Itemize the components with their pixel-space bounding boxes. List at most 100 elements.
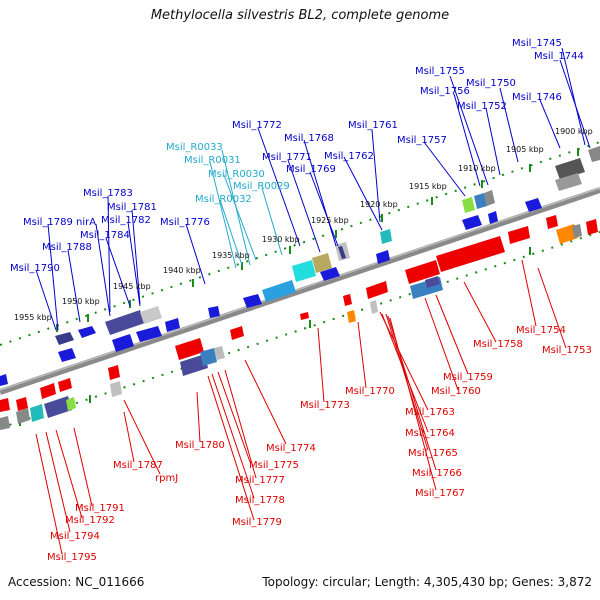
gene-arrow: [572, 224, 582, 238]
gene-arrow: [292, 260, 316, 282]
gene-arrow: [405, 260, 440, 284]
gene-arrow: [474, 193, 487, 209]
gene-label: Msil_1784: [80, 230, 130, 241]
gene-arrow: [0, 398, 10, 412]
gene-arrow: [230, 326, 244, 340]
gene-arrow: [312, 253, 332, 273]
gene-label: Msil_1754: [516, 325, 566, 336]
gene-label: Msil_1755: [415, 66, 465, 77]
gene-label: Msil_1771: [262, 152, 312, 163]
gene-arrow: [462, 197, 475, 213]
gene-arrow: [108, 365, 120, 380]
gene-arrow: [0, 416, 10, 430]
scale-label: 1905 kbp: [506, 145, 544, 154]
gene-label: Msil_1778: [235, 495, 285, 506]
gene-arrow: [58, 378, 72, 392]
gene-label: Msil_1750: [466, 78, 516, 89]
gene-label: Msil_R0032: [195, 194, 252, 205]
gene-label: Msil_1782: [101, 215, 151, 226]
gene-label: Msil_1752: [457, 101, 507, 112]
gene-label: Msil_1788: [42, 242, 92, 253]
gene-arrow: [586, 219, 598, 235]
gene-label: Msil_R0033: [166, 142, 223, 153]
gene-arrow: [40, 383, 56, 399]
gene-arrow: [347, 310, 356, 323]
gene-label: Msil_1762: [324, 151, 374, 162]
gene-label: Msil_1790: [10, 263, 60, 274]
gene-arrow: [55, 332, 74, 345]
gene-label: Msil_1773: [300, 400, 350, 411]
gene-arrow: [425, 276, 440, 288]
scale-label: 1955 kbp: [14, 313, 52, 322]
gene-label: Msil_1745: [512, 38, 562, 49]
gene-arrow: [44, 396, 72, 418]
gene-arrow: [16, 408, 30, 424]
gene-arrow: [66, 397, 76, 411]
gene-arrow: [343, 294, 352, 306]
gene-arrow: [175, 338, 204, 360]
scale-label: 1900 kbp: [555, 127, 593, 136]
gene-label: Msil_R0030: [208, 169, 265, 180]
gene-label: Msil_1753: [542, 345, 592, 356]
gene-label: Msil_1772: [232, 120, 282, 131]
forward-genes: [0, 146, 600, 386]
gene-label: Msil_1766: [412, 468, 462, 479]
gene-label: Msil_1768: [284, 133, 334, 144]
scale-label: 1925 kbp: [311, 216, 349, 225]
gene-arrow: [588, 146, 600, 162]
gene-arrow: [200, 348, 217, 366]
gene-label: Msil_1774: [266, 443, 316, 454]
gene-label: Msil_1767: [415, 488, 465, 499]
gene-arrow: [78, 326, 96, 338]
gene-label: Msil_1765: [408, 448, 458, 459]
reverse-gene-labels: Msil_1754 Msil_1758 Msil_1753 Msil_1759 …: [47, 325, 592, 563]
gene-arrow: [555, 158, 585, 180]
gene-label: Msil_1775: [249, 460, 299, 471]
gene-label: Msil_1769: [286, 164, 336, 175]
gene-arrow: [484, 190, 495, 206]
scale-label: 1935 kbp: [212, 251, 250, 260]
gene-label: Msil_1759: [443, 372, 493, 383]
gene-arrow: [320, 267, 340, 281]
scale-label: 1940 kbp: [163, 266, 201, 275]
gene-label: Msil_1744: [534, 51, 584, 62]
gene-arrow: [380, 229, 392, 244]
gene-arrow: [0, 374, 8, 386]
gene-arrow: [338, 246, 346, 259]
gene-label: Msil_1757: [397, 135, 447, 146]
gene-arrow: [262, 280, 296, 302]
forward-gene-labels: Msil_1745 Msil_1744 Msil_1755 Msil_1750 …: [10, 38, 584, 274]
gene-label: Msil_1758: [473, 339, 523, 350]
scale-label: 1950 kbp: [62, 297, 100, 306]
scale-label: 1945 kbp: [113, 282, 151, 291]
gene-label: nirA: [76, 217, 96, 228]
gene-label: Msil_1764: [405, 428, 455, 439]
gene-arrow: [136, 326, 162, 342]
gene-label: Msil_1795: [47, 552, 97, 563]
reverse-genes: [0, 215, 598, 430]
map-title: Methylocella silvestris BL2, complete ge…: [150, 8, 450, 23]
gene-arrow: [555, 173, 582, 191]
gene-arrow: [462, 215, 482, 230]
gene-label: Msil_1783: [83, 188, 133, 199]
gene-arrow: [243, 294, 262, 308]
scale-label: 1915 kbp: [409, 182, 447, 191]
gene-arrow: [300, 312, 309, 320]
gene-label: Msil_1794: [50, 531, 100, 542]
gene-arrow: [180, 354, 208, 376]
gene-arrow: [508, 226, 530, 244]
label-leaders: [35, 47, 591, 555]
gene-arrow: [370, 300, 378, 314]
scale-label: 1910 kbp: [458, 164, 496, 173]
gene-arrow: [105, 310, 145, 335]
gene-arrow: [488, 211, 498, 224]
gene-arrow: [214, 346, 225, 360]
gene-label: rpmJ: [155, 473, 178, 484]
scale-labels: 1955 kbp 1950 kbp 1945 kbp 1940 kbp 1935…: [14, 127, 593, 322]
gene-label: Msil_1789: [23, 217, 73, 228]
gene-label: Msil_1756: [420, 86, 470, 97]
gene-arrow: [436, 236, 505, 272]
gene-arrow: [165, 318, 180, 332]
gene-label: Msil_1791: [75, 503, 125, 514]
